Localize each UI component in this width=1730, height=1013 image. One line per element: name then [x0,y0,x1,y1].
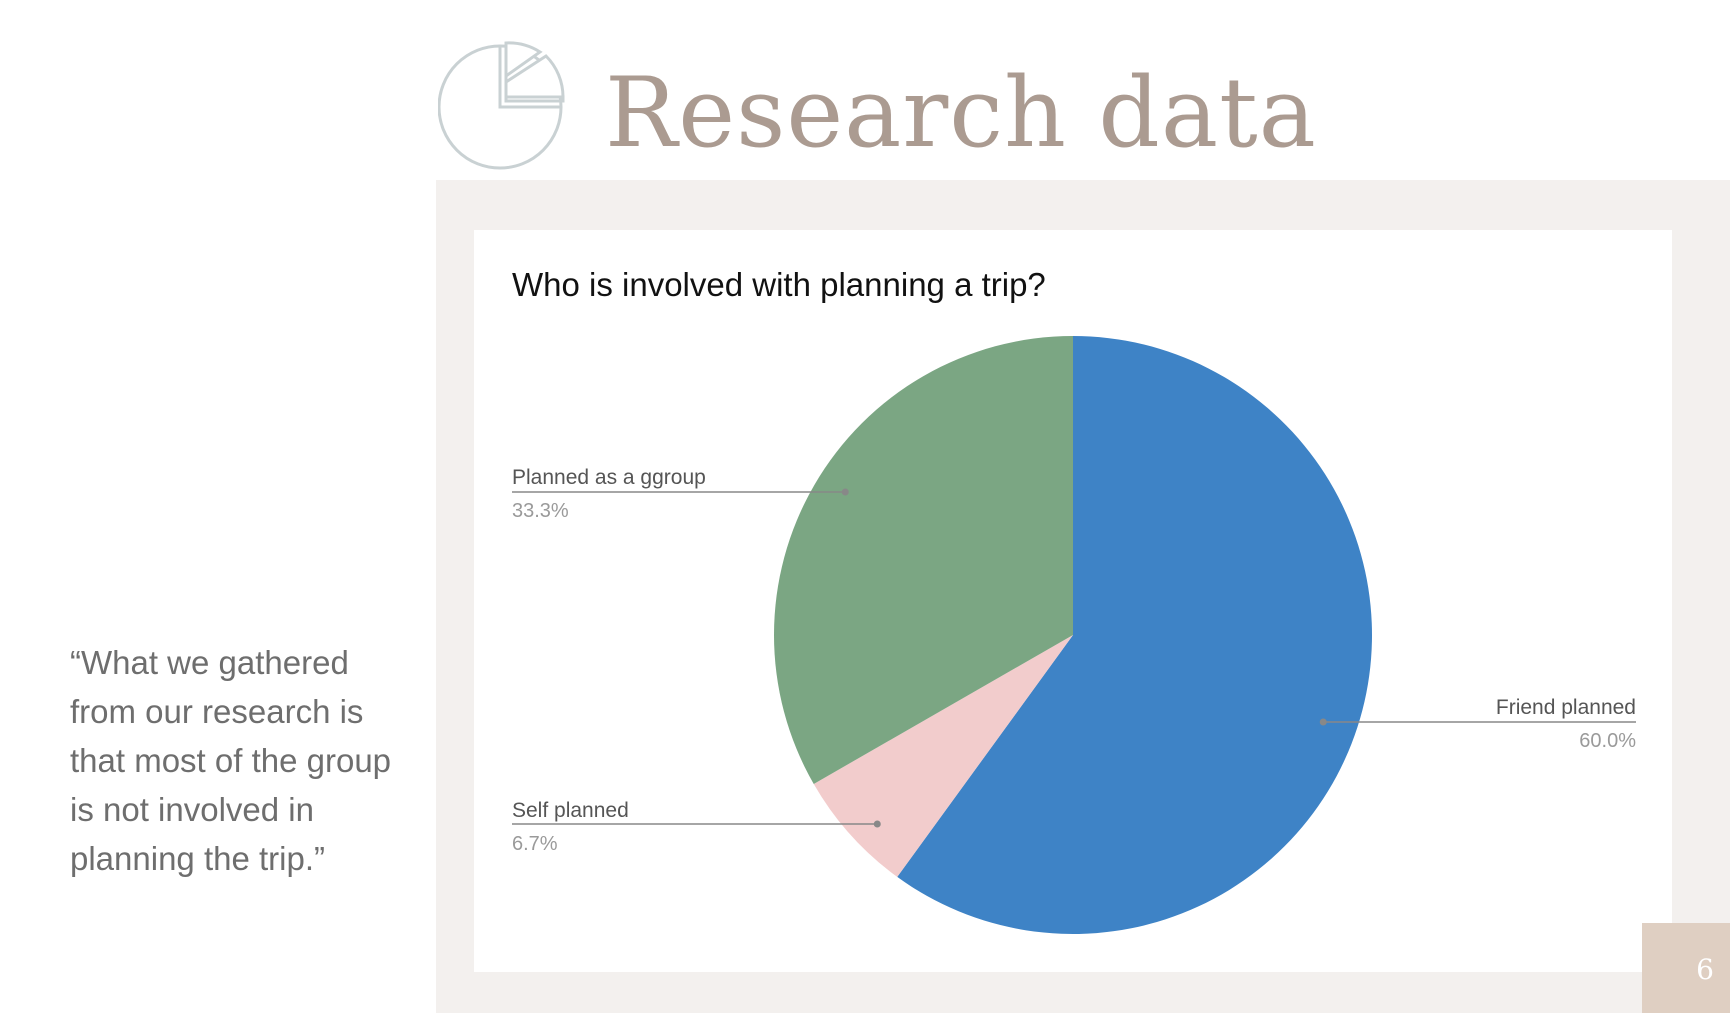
pie-slice-planned-as-a-ggroup [774,335,1073,784]
pie-chart-icon [438,41,565,170]
slice-percentage: 6.7% [512,833,558,855]
slice-label: Planned as a ggroup [512,466,706,489]
slice-percentage: 33.3% [512,500,569,522]
research-quote: “What we gathered from our research is t… [70,644,392,877]
chart-title: Who is involved with planning a trip? [512,266,1046,303]
slice-label: Self planned [512,799,629,822]
pie-slice-self-planned [813,635,1073,877]
leader-dot [873,820,881,828]
slice-label: Friend planned [1496,696,1636,719]
page-number: 6 [1696,953,1714,986]
slide-title: Research data [605,57,1317,169]
leader-dot [1319,718,1327,726]
slice-percentage: 60.0% [1579,730,1636,752]
leader-dot [841,488,849,496]
page-number-badge: 6 [1642,923,1730,1013]
pie-slice-friend-planned [897,336,1372,935]
